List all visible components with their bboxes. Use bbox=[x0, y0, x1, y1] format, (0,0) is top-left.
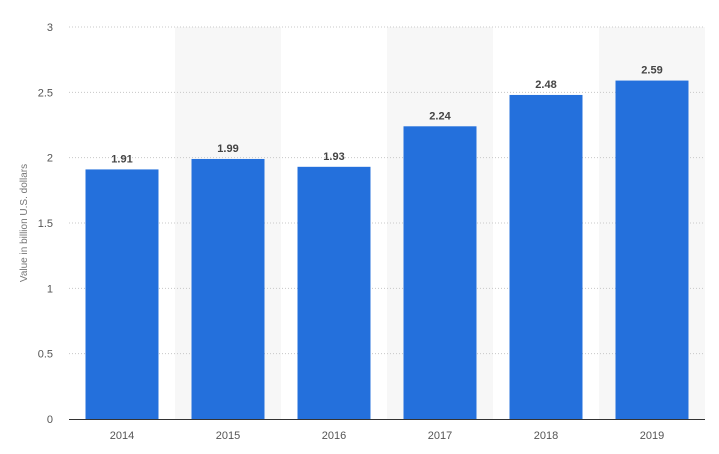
y-axis-title: Value in billion U.S. dollars bbox=[19, 164, 30, 282]
value-label: 1.93 bbox=[323, 151, 344, 163]
y-tick-label: 0 bbox=[47, 414, 53, 426]
bar-2015[interactable] bbox=[191, 158, 265, 419]
bar-2018[interactable] bbox=[509, 94, 583, 420]
x-tick-label: 2014 bbox=[110, 430, 134, 442]
y-tick-label: 0.5 bbox=[38, 349, 53, 361]
value-label: 2.48 bbox=[535, 79, 556, 91]
value-labels: 1.91 1.99 1.93 2.24 2.48 2.59 bbox=[111, 65, 662, 166]
y-axis-ticks: 0 0.5 1 1.5 2 2.5 3 bbox=[38, 22, 53, 426]
value-label: 1.99 bbox=[217, 143, 238, 155]
x-tick-label: 2016 bbox=[322, 430, 346, 442]
y-tick-label: 1 bbox=[47, 283, 53, 295]
y-tick-label: 3 bbox=[47, 22, 53, 34]
x-tick-label: 2018 bbox=[534, 430, 558, 442]
value-label: 1.91 bbox=[111, 153, 132, 165]
y-tick-label: 1.5 bbox=[38, 218, 53, 230]
y-tick-label: 2 bbox=[47, 153, 53, 165]
x-tick-label: 2015 bbox=[216, 430, 240, 442]
bars bbox=[85, 80, 689, 420]
bar-2014[interactable] bbox=[85, 169, 159, 419]
x-tick-label: 2019 bbox=[640, 430, 664, 442]
x-axis-ticks: 2014 2015 2016 2017 2018 2019 bbox=[110, 430, 664, 442]
bar-2017[interactable] bbox=[403, 126, 477, 419]
value-label: 2.59 bbox=[641, 65, 662, 77]
bar-2019[interactable] bbox=[615, 80, 689, 419]
value-label: 2.24 bbox=[429, 110, 451, 122]
bar-2016[interactable] bbox=[297, 166, 371, 419]
x-tick-label: 2017 bbox=[428, 430, 452, 442]
gridlines bbox=[69, 26, 705, 355]
y-tick-label: 2.5 bbox=[38, 87, 53, 99]
